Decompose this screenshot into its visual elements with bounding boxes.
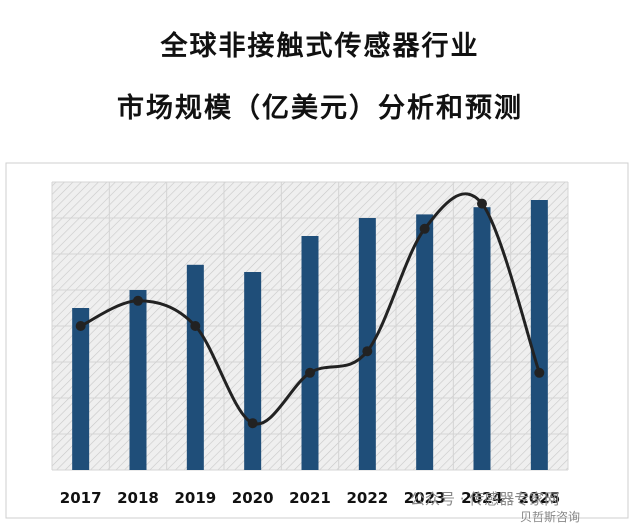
line-point [247, 418, 258, 429]
x-tick-label: 2021 [289, 489, 331, 507]
x-tick-label: 2022 [346, 489, 388, 507]
x-tick-label: 2025 [518, 489, 560, 507]
x-tick-label: 2023 [404, 489, 446, 507]
chart-subtitle: 市场规模（亿美元）分析和预测 [117, 93, 523, 124]
bar [473, 207, 491, 470]
line-point [133, 295, 143, 306]
bar [244, 272, 262, 470]
line-point [190, 321, 201, 331]
x-tick-label: 2017 [60, 489, 102, 507]
x-tick-label: 2020 [232, 489, 274, 507]
line-point [362, 346, 373, 357]
line-point [419, 223, 430, 234]
bar [530, 200, 548, 470]
watermark-text: 公众号 · 传感器专家网 [410, 490, 560, 508]
line-point [534, 367, 545, 378]
bar [186, 264, 204, 470]
chart-frame [5, 162, 629, 519]
x-tick-label: 2018 [117, 489, 159, 507]
bar [358, 218, 376, 470]
bar [301, 236, 319, 470]
bar [72, 308, 90, 470]
chart-title: 全球非接触式传感器行业 [160, 31, 480, 62]
line-point [75, 321, 86, 331]
x-tick-label: 2019 [174, 489, 216, 507]
line-point [477, 198, 487, 209]
watermark-text-2: 贝哲斯咨询 [520, 510, 581, 524]
line-point [305, 367, 315, 378]
x-tick-label: 2024 [461, 489, 503, 507]
bar [416, 214, 434, 470]
bar [129, 290, 147, 470]
